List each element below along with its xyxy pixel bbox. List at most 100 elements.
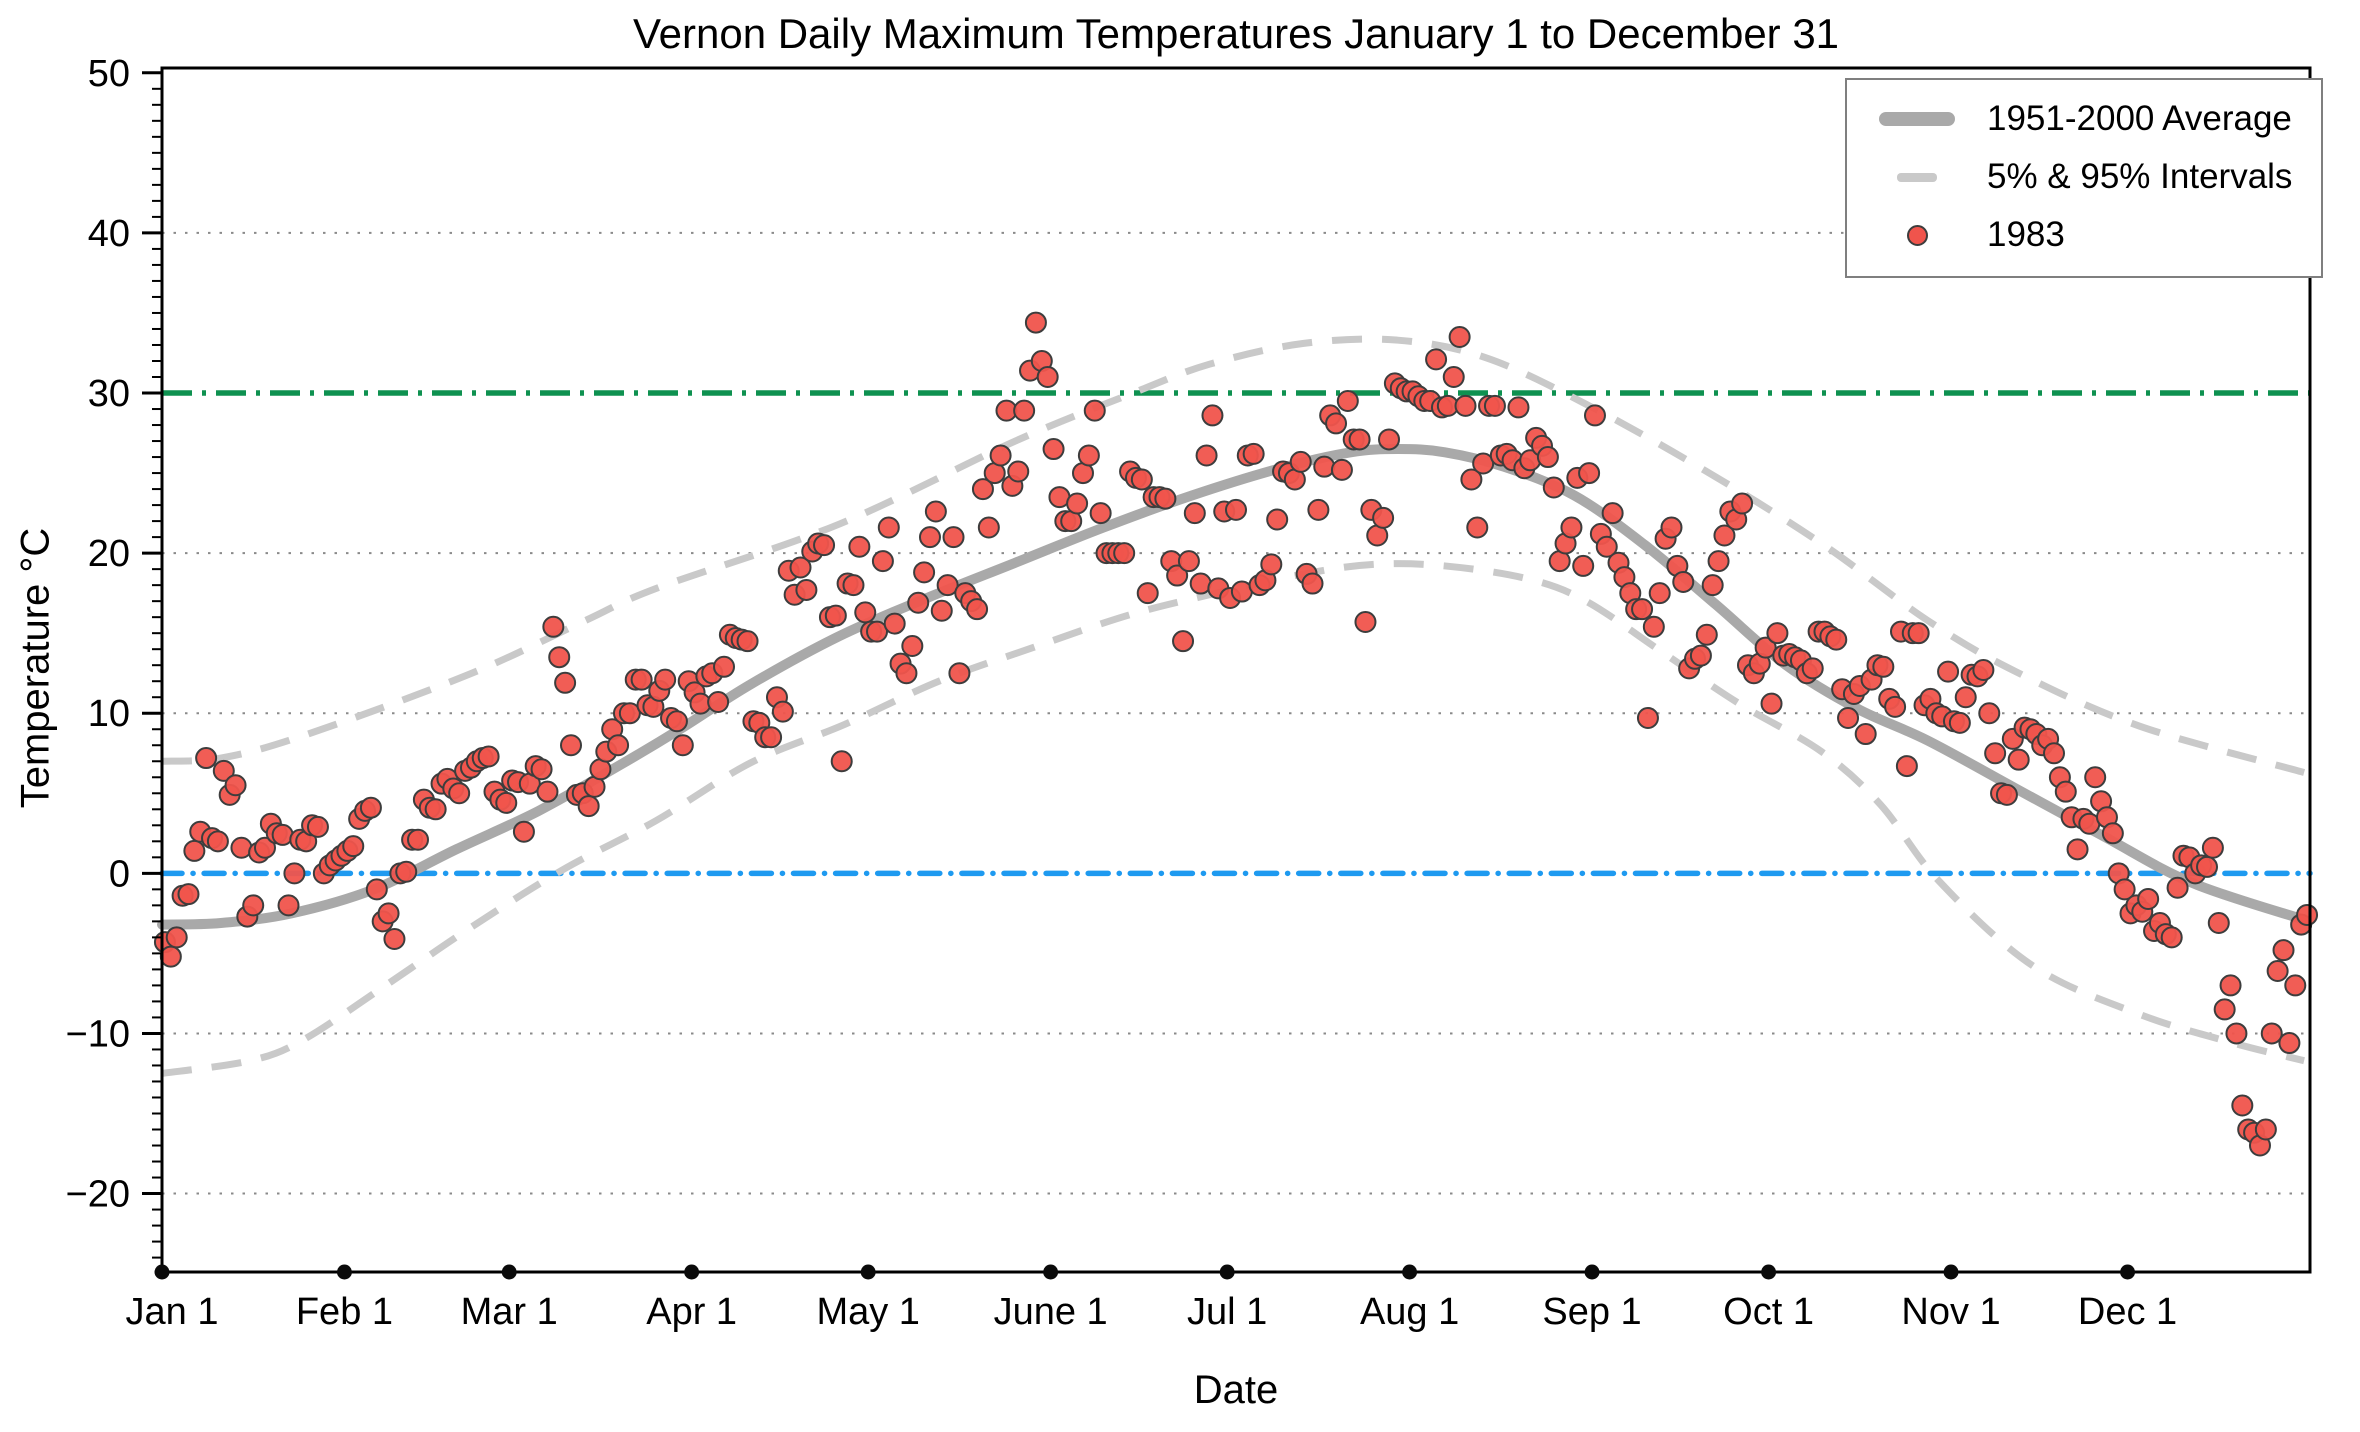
- data-point: [918, 526, 941, 549]
- legend-item-label: 1983: [1987, 215, 2065, 254]
- data-point: [242, 894, 265, 917]
- data-point: [1636, 707, 1659, 730]
- data-point: [671, 734, 694, 757]
- data-point: [424, 798, 447, 821]
- data-point: [1448, 325, 1471, 348]
- data-point: [948, 662, 971, 685]
- data-point: [1460, 468, 1483, 491]
- data-point: [1454, 394, 1477, 417]
- y-tick-label: 0: [109, 853, 130, 895]
- data-point: [1260, 553, 1283, 576]
- data-point: [1166, 564, 1189, 587]
- data-point: [2166, 876, 2189, 899]
- data-point: [901, 634, 924, 657]
- data-point: [2260, 1022, 2283, 1045]
- data-point: [1066, 492, 1089, 515]
- data-point: [1301, 572, 1324, 595]
- data-point: [1854, 723, 1877, 746]
- data-point: [760, 726, 783, 749]
- data-point: [1378, 428, 1401, 451]
- data-point: [1042, 438, 1065, 461]
- x-tick-label: Nov 1: [1901, 1291, 2000, 1333]
- data-point: [654, 668, 677, 691]
- data-point: [1801, 657, 1824, 680]
- data-point: [936, 574, 959, 597]
- data-point: [406, 828, 429, 851]
- data-point: [907, 591, 930, 614]
- data-point: [665, 710, 688, 733]
- data-point: [1701, 574, 1724, 597]
- data-point: [1895, 755, 1918, 778]
- data-point: [2054, 780, 2077, 803]
- scatter-points-1983: [153, 311, 2319, 1157]
- data-point: [930, 599, 953, 622]
- data-point: [2272, 939, 2295, 962]
- x-tick-label: May 1: [816, 1291, 919, 1333]
- data-point: [1113, 542, 1136, 565]
- data-point: [924, 500, 947, 523]
- data-point: [1631, 598, 1654, 621]
- data-point: [1372, 506, 1395, 529]
- data-point: [942, 526, 965, 549]
- month-tick-dot: [860, 1264, 876, 1280]
- data-point: [306, 815, 329, 838]
- legend-item-average: 1951-2000 Average: [1865, 90, 2311, 148]
- x-tick-label: Sep 1: [1542, 1291, 1641, 1333]
- x-axis-ticks: Jan 1 Feb 1 Mar 1 Apr 1 May 1 June 1 Jul 1 Aug …: [126, 1264, 2177, 1333]
- data-point: [789, 556, 812, 579]
- data-point: [342, 835, 365, 858]
- data-point: [1578, 462, 1601, 485]
- data-point: [966, 598, 989, 621]
- data-point: [253, 836, 276, 859]
- data-point: [1825, 628, 1848, 651]
- data-point: [1036, 366, 1059, 389]
- data-point: [2213, 998, 2236, 1021]
- y-tick-label: −10: [66, 1013, 130, 1055]
- data-point: [1978, 702, 2001, 725]
- data-point: [512, 820, 535, 843]
- data-point: [2101, 822, 2124, 845]
- data-point: [530, 758, 553, 781]
- data-point: [830, 750, 853, 773]
- data-point: [1348, 428, 1371, 451]
- x-tick-label: Feb 1: [296, 1291, 393, 1333]
- data-point: [1089, 502, 1112, 525]
- x-tick-label: Jan 1: [126, 1291, 219, 1333]
- data-point: [206, 830, 229, 853]
- data-point: [895, 662, 918, 685]
- data-point: [2278, 1032, 2301, 1055]
- data-point: [1536, 446, 1559, 469]
- month-tick-dot: [1043, 1264, 1059, 1280]
- data-point: [1136, 582, 1159, 605]
- data-point: [1707, 550, 1730, 573]
- data-point: [1542, 476, 1565, 499]
- data-point: [1984, 742, 2007, 765]
- data-point: [2196, 855, 2219, 878]
- data-point: [383, 927, 406, 950]
- average-line-swatch: [1865, 112, 1969, 126]
- data-point: [377, 902, 400, 925]
- data-point: [577, 795, 600, 818]
- data-point: [913, 561, 936, 584]
- y-axis-ticks: 50 40 30 20 10 0 −10 −20: [66, 53, 162, 1259]
- x-tick-label: Mar 1: [461, 1291, 558, 1333]
- data-point: [224, 774, 247, 797]
- data-point: [713, 655, 736, 678]
- data-point: [1754, 636, 1777, 659]
- legend-item-label: 1951-2000 Average: [1987, 99, 2292, 138]
- data-point: [359, 796, 382, 819]
- legend-item-label: 5% & 95% Intervals: [1987, 157, 2293, 196]
- data-point: [630, 668, 653, 691]
- data-point: [1242, 442, 1265, 465]
- data-point: [1948, 711, 1971, 734]
- data-point: [1201, 404, 1224, 427]
- y-tick-label: −20: [66, 1174, 130, 1216]
- data-point: [165, 926, 188, 949]
- plot-frame: [160, 66, 2312, 1274]
- data-point: [1195, 444, 1218, 467]
- y-axis-label: Temperature °C: [13, 527, 58, 809]
- data-point: [1130, 468, 1153, 491]
- y-tick-label: 50: [88, 53, 130, 95]
